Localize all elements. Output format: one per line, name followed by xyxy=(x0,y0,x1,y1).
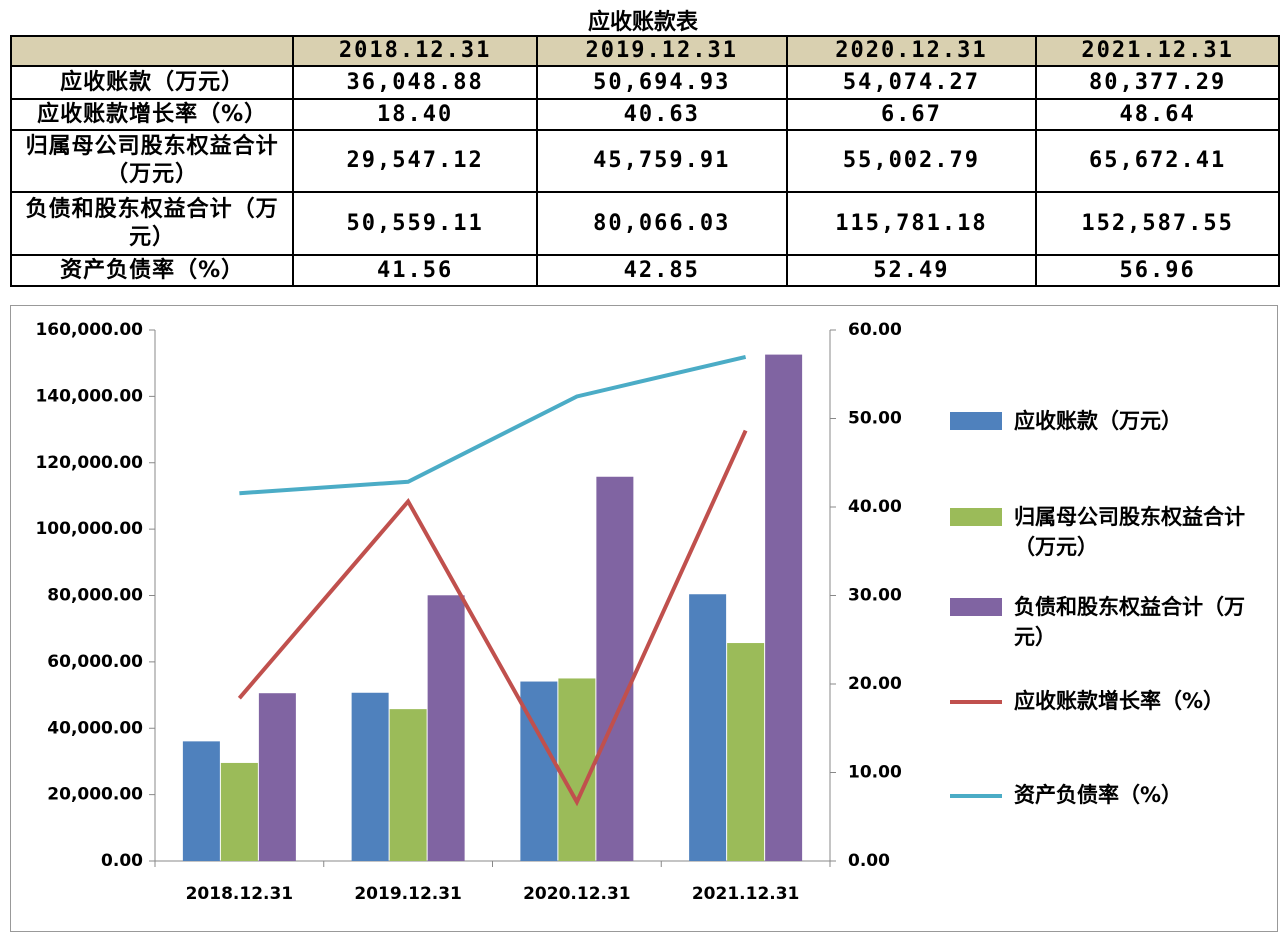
table-row: 应收账款（万元） 36,048.88 50,694.93 54,074.27 80,37… xyxy=(9,65,1280,100)
table-cell: 56.96 xyxy=(1035,254,1280,287)
table-cell: 54,074.27 xyxy=(785,65,1038,100)
y2-tick-label: 30.00 xyxy=(848,586,902,606)
y2-tick-label: 50.00 xyxy=(848,409,902,429)
y2-tick-label: 10.00 xyxy=(848,763,902,783)
column-header: 2021.12.31 xyxy=(1035,35,1280,67)
table-row: 归属母公司股东权益合计（万元） 29,547.12 45,759.91 55,002.… xyxy=(9,129,1280,193)
header-row: 2018.12.31 2019.12.31 2020.12.31 2021.12.31 xyxy=(9,35,1280,67)
legend-item: 应收账款（万元） xyxy=(950,406,1254,436)
table-row: 应收账款增长率（%） 18.40 40.63 6.67 48.64 xyxy=(9,98,1280,131)
bar xyxy=(258,693,296,861)
legend-item: 资产负债率（%） xyxy=(950,780,1254,810)
table-cell: 52.49 xyxy=(785,254,1038,287)
bar xyxy=(220,762,258,861)
y2-tick-label: 20.00 xyxy=(848,674,902,694)
corner-cell xyxy=(9,35,295,67)
data-table: 2018.12.31 2019.12.31 2020.12.31 2021.12.31… xyxy=(9,35,1280,287)
y2-tick-label: 40.00 xyxy=(848,497,902,517)
bar xyxy=(727,643,765,861)
column-header: 2020.12.31 xyxy=(785,35,1038,67)
table-cell: 48.64 xyxy=(1035,98,1280,131)
legend-label: 归属母公司股东权益合计（万元） xyxy=(1014,505,1245,559)
table-cell: 50,694.93 xyxy=(535,65,788,100)
y-tick-label: 100,000.00 xyxy=(35,519,143,539)
x-tick-label: 2021.12.31 xyxy=(692,884,800,904)
line-series xyxy=(239,354,747,496)
legend-item: 应收账款增长率（%） xyxy=(950,686,1254,716)
y2-tick-label: 0.00 xyxy=(848,851,890,871)
legend-line xyxy=(950,700,1002,704)
row-label: 资产负债率（%） xyxy=(9,254,295,287)
legend-item: 负债和股东权益合计（万元） xyxy=(950,592,1254,652)
legend-label: 负债和股东权益合计（万元） xyxy=(1014,595,1245,649)
table-cell: 152,587.55 xyxy=(1035,191,1280,256)
y-tick-label: 120,000.00 xyxy=(35,453,143,473)
row-label: 应收账款（万元） xyxy=(9,65,295,100)
bar xyxy=(389,709,427,861)
chart: 0.00 20,000.00 40,000.00 60,000.00 80,000.00… xyxy=(10,305,1278,932)
legend-label: 应收账款增长率（%） xyxy=(1014,689,1225,713)
bar xyxy=(689,594,727,861)
table-cell: 80,377.29 xyxy=(1035,65,1280,100)
row-label: 应收账款增长率（%） xyxy=(9,98,295,131)
table-title: 应收账款表 xyxy=(587,10,698,35)
y2-tick-label: 60.00 xyxy=(848,320,902,340)
x-tick-label: 2019.12.31 xyxy=(354,884,462,904)
bar xyxy=(427,595,465,861)
legend-swatch xyxy=(950,598,1002,616)
bar xyxy=(182,741,220,861)
legend-swatch xyxy=(950,508,1002,526)
table-cell: 115,781.18 xyxy=(785,191,1038,256)
y-tick-label: 0.00 xyxy=(101,851,143,871)
table-cell: 18.40 xyxy=(292,98,538,131)
table-cell: 40.63 xyxy=(535,98,788,131)
table-row: 资产负债率（%） 41.56 42.85 52.49 56.96 xyxy=(9,254,1280,287)
table-cell: 6.67 xyxy=(785,98,1038,131)
table-cell: 55,002.79 xyxy=(785,129,1038,193)
y-tick-label: 40,000.00 xyxy=(47,718,143,738)
y-tick-label: 60,000.00 xyxy=(47,652,143,672)
table-cell: 65,672.41 xyxy=(1035,129,1280,193)
legend-label: 资产负债率（%） xyxy=(1014,783,1183,807)
x-tick-label: 2020.12.31 xyxy=(523,884,631,904)
row-label: 负债和股东权益合计（万元） xyxy=(9,191,295,256)
y-tick-label: 80,000.00 xyxy=(47,586,143,606)
bar xyxy=(351,692,389,861)
table-row: 负债和股东权益合计（万元） 50,559.11 80,066.03 115,781.1… xyxy=(9,191,1280,256)
table-cell: 29,547.12 xyxy=(292,129,538,193)
table-cell: 45,759.91 xyxy=(535,129,788,193)
legend-swatch xyxy=(950,412,1002,430)
table-cell: 41.56 xyxy=(292,254,538,287)
column-header: 2019.12.31 xyxy=(535,35,788,67)
table-cell: 36,048.88 xyxy=(292,65,538,100)
x-tick-label: 2018.12.31 xyxy=(186,884,294,904)
table-cell: 42.85 xyxy=(535,254,788,287)
row-label: 归属母公司股东权益合计（万元） xyxy=(9,129,295,193)
column-header: 2018.12.31 xyxy=(292,35,538,67)
y-tick-label: 20,000.00 xyxy=(47,785,143,805)
legend-item: 归属母公司股东权益合计（万元） xyxy=(950,502,1254,562)
table-cell: 80,066.03 xyxy=(535,191,788,256)
bar xyxy=(558,678,596,861)
legend-label: 应收账款（万元） xyxy=(1014,409,1182,433)
bar xyxy=(765,354,803,861)
legend-line xyxy=(950,794,1002,798)
y-tick-label: 140,000.00 xyxy=(35,386,143,406)
y-tick-label: 160,000.00 xyxy=(35,320,143,340)
table-cell: 50,559.11 xyxy=(292,191,538,256)
bar xyxy=(596,476,634,861)
line-series xyxy=(237,429,748,807)
